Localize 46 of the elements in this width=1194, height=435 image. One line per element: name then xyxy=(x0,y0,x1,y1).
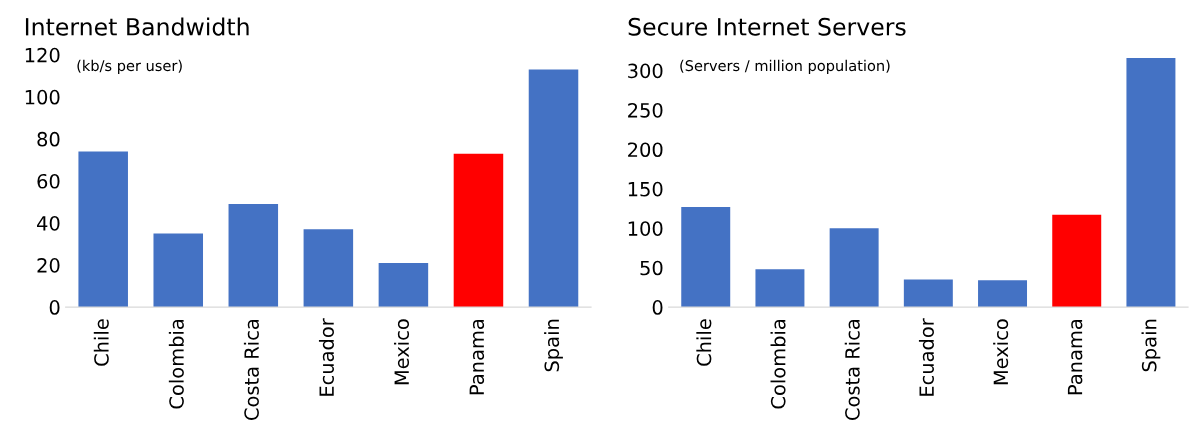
y-tick-label: 0 xyxy=(652,300,663,315)
y-tick-label: 40 xyxy=(37,215,60,231)
x-tick-label: Panama xyxy=(469,319,485,395)
bar xyxy=(903,279,953,308)
y-tick-label: 200 xyxy=(628,142,663,158)
bar xyxy=(78,151,128,308)
x-tick-label: Ecuador xyxy=(918,318,934,396)
x-tick-label: Mexico xyxy=(993,319,1009,385)
y-tick-label: 150 xyxy=(628,181,663,197)
bar xyxy=(378,262,429,308)
y-tick-label: 80 xyxy=(37,131,60,147)
bar xyxy=(681,206,731,308)
x-tick-label: Spain xyxy=(544,319,563,372)
bar xyxy=(978,280,1028,308)
x-tick-label: Chile xyxy=(696,319,712,366)
x-tick-label: Colombia xyxy=(168,319,184,409)
x-tick-label: Spain xyxy=(1141,319,1161,372)
x-tick-label: Panama xyxy=(1067,319,1083,395)
y-tick-label: 50 xyxy=(640,260,663,276)
annotation: (Servers / million population) xyxy=(680,59,890,74)
x-tick-label: Ecuador xyxy=(318,318,334,396)
chart-title: Internet Bandwidth xyxy=(25,17,249,36)
x-tick-label: Chile xyxy=(93,319,109,366)
x-tick-label: Costa Rica xyxy=(243,319,259,420)
y-tick-label: 100 xyxy=(25,89,60,105)
chart-title: Secure Internet Servers xyxy=(628,17,906,36)
x-tick-label: Mexico xyxy=(393,319,410,385)
annotation: (kb/s per user) xyxy=(77,59,182,74)
y-tick-label: 20 xyxy=(37,258,60,273)
bar xyxy=(829,228,879,308)
y-tick-label: 300 xyxy=(628,63,663,79)
y-tick-label: 100 xyxy=(628,221,663,236)
x-tick-label: Colombia xyxy=(770,319,786,409)
bar xyxy=(153,233,204,308)
y-tick-label: 250 xyxy=(628,102,663,118)
bar xyxy=(1052,214,1102,308)
bar xyxy=(303,229,354,308)
bar xyxy=(228,204,279,308)
y-tick-label: 60 xyxy=(37,173,60,189)
bar xyxy=(1126,57,1176,308)
x-tick-label: Costa Rica xyxy=(844,319,860,420)
bar xyxy=(528,69,579,308)
y-tick-label: 120 xyxy=(25,47,60,63)
y-tick-label: 0 xyxy=(49,300,60,315)
bar xyxy=(453,153,504,308)
bar xyxy=(755,269,805,308)
